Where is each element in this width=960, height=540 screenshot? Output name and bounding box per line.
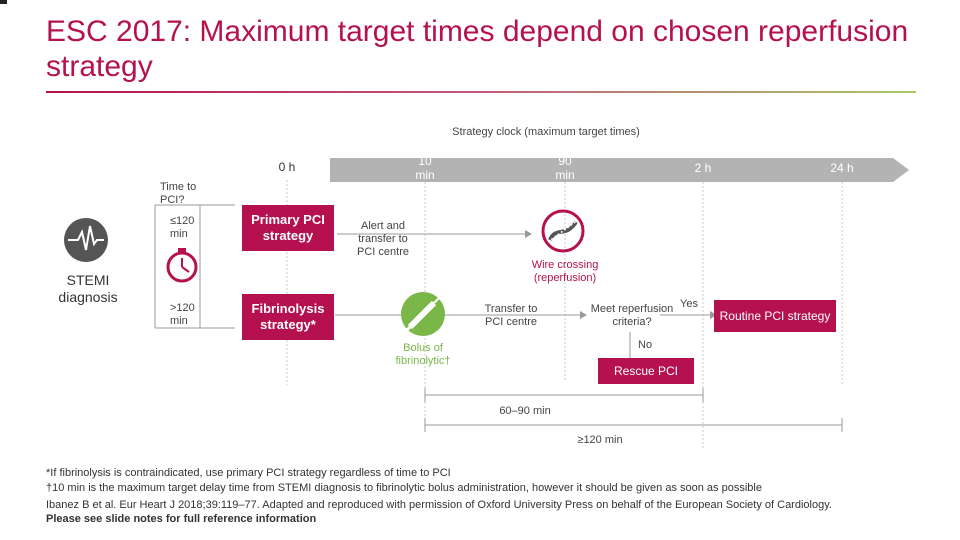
fibrinolysis-box: Fibrinolysis strategy*	[242, 294, 334, 340]
footnote-3: Ibanez B et al. Eur Heart J 2018;39:119–…	[46, 499, 832, 511]
timeline-arrow	[330, 158, 909, 182]
ecg-icon	[64, 218, 108, 262]
meet-criteria-label: Meet reperfusion criteria?	[590, 303, 674, 328]
stemi-diagnosis-label: STEMI diagnosis	[58, 272, 118, 305]
time-24h: 24 h	[830, 161, 854, 175]
syringe-icon	[401, 292, 445, 336]
range-60-90: 60–90 min	[499, 405, 551, 417]
corner-mark	[0, 0, 7, 4]
branch-connector	[154, 204, 235, 329]
range-bracket-2	[424, 418, 843, 432]
range-ge120: ≥120 min	[577, 434, 623, 446]
footnote-2: †10 min is the maximum target delay time…	[46, 482, 762, 494]
range-bracket-1	[424, 388, 704, 402]
wire-crossing-icon	[541, 209, 585, 253]
time-0h: 0 h	[278, 160, 296, 174]
time-to-pci-label: Time to PCI?	[160, 181, 197, 206]
rescue-pci-box: Rescue PCI	[598, 358, 694, 384]
footnote-4: Please see slide notes for full referenc…	[46, 513, 317, 525]
time-10min: 10 min	[415, 154, 435, 182]
stopwatch-icon	[166, 248, 198, 283]
routine-pci-box: Routine PCI strategy	[714, 300, 836, 332]
primary-pci-box: Primary PCI strategy	[242, 205, 334, 251]
time-2h: 2 h	[694, 161, 712, 175]
wire-crossing-label: Wire crossing (reperfusion)	[531, 259, 599, 284]
transfer-label: Transfer to PCI centre	[484, 303, 538, 328]
footnote-1: *If fibrinolysis is contraindicated, use…	[46, 467, 451, 479]
bolus-label: Bolus of fibrinolytic†	[395, 342, 451, 367]
strategy-clock-label: Strategy clock (maximum target times)	[452, 126, 640, 138]
time-guides	[286, 180, 843, 450]
le120-label: ≤120 min	[170, 215, 195, 240]
page-title: ESC 2017: Maximum target times depend on…	[46, 15, 909, 83]
alert-transfer-label: Alert and transfer to PCI centre	[357, 220, 409, 258]
title-divider	[46, 91, 916, 93]
gt120-label: >120 min	[170, 302, 195, 327]
yes-label: Yes	[680, 298, 698, 310]
no-label: No	[638, 339, 653, 351]
time-90min: 90 min	[555, 154, 575, 182]
